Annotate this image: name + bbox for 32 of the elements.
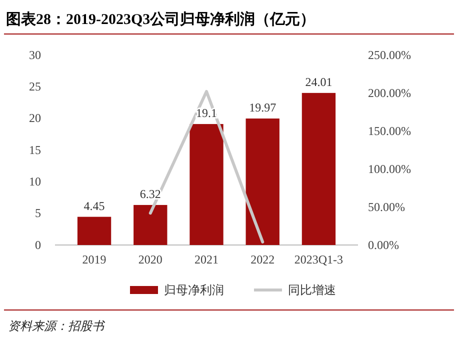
- data-label: 24.01: [305, 74, 332, 89]
- y-tick-label: 10: [29, 174, 41, 189]
- bar: [134, 204, 168, 245]
- data-label: 19.97: [249, 100, 276, 115]
- y2-tick-label: 250.00%: [368, 48, 411, 62]
- bar: [302, 92, 336, 245]
- x-tick-label: 2023Q1-3: [294, 252, 344, 267]
- y2-tick-label: 0.00%: [368, 238, 399, 252]
- y2-tick-label: 100.00%: [368, 162, 411, 176]
- y-tick-label: 0: [35, 238, 41, 252]
- x-tick-label: 2019: [82, 252, 106, 267]
- y2-tick-label: 150.00%: [368, 124, 411, 138]
- chart-title: 图表28：2019-2023Q3公司归母净利润（亿元）: [6, 10, 316, 28]
- y-tick-label: 20: [29, 111, 41, 126]
- data-label: 4.45: [84, 198, 105, 213]
- legend-label: 同比增速: [288, 283, 336, 297]
- bar: [190, 124, 224, 245]
- x-tick-label: 2020: [138, 252, 162, 267]
- x-tick-label: 2021: [194, 252, 218, 267]
- x-tick-label: 2022: [250, 252, 275, 267]
- data-label: 6.32: [140, 186, 161, 201]
- bar: [77, 216, 112, 245]
- y-tick-label: 30: [29, 48, 41, 62]
- y2-tick-label: 200.00%: [368, 86, 411, 100]
- legend-label: 归母净利润: [164, 283, 224, 297]
- y-tick-label: 5: [35, 206, 41, 220]
- bar: [246, 118, 280, 245]
- data-label: 19.1: [196, 106, 217, 120]
- y-tick-label: 15: [29, 142, 41, 157]
- y2-tick-label: 50.00%: [368, 200, 405, 214]
- text: 资料来源：招股书: [8, 319, 106, 333]
- y-tick-label: 25: [29, 80, 41, 94]
